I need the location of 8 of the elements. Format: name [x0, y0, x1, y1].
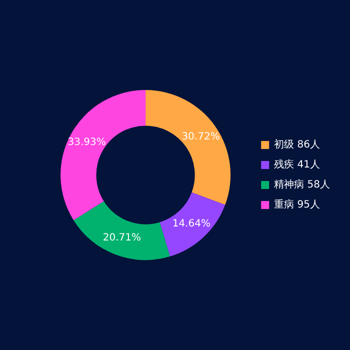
data-label: 30.72% — [182, 131, 220, 142]
legend-label: 初级 86人 — [274, 138, 320, 151]
data-label: 14.64% — [172, 218, 210, 230]
legend-label: 重病 95人 — [274, 198, 320, 211]
data-label: 20.71% — [102, 232, 142, 244]
data-label: 33.93% — [68, 137, 106, 148]
legend-label: 残疾 41人 — [274, 158, 320, 171]
legend-label: 精神病 58人 — [274, 178, 330, 191]
